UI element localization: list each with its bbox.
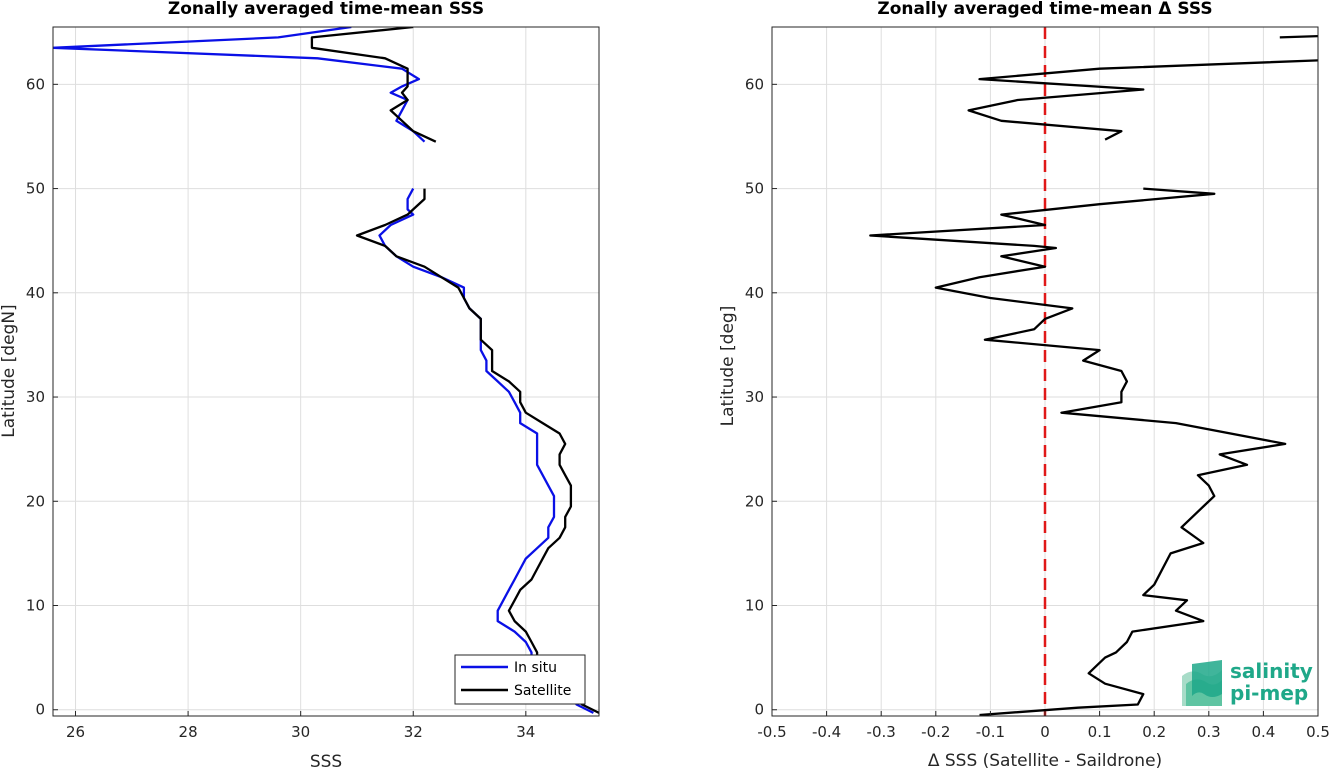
series-line-0-segment-1 — [378, 188, 594, 714]
y-tick-label: 30 — [745, 388, 764, 406]
x-tick-label: 34 — [516, 723, 535, 741]
y-tick-label: 50 — [26, 180, 45, 198]
y-tick-label: 10 — [745, 597, 764, 615]
legend-label-satellite: Satellite — [514, 683, 571, 699]
y-tick-label: 60 — [26, 75, 45, 93]
x-tick-label: 28 — [179, 723, 198, 741]
series-line-0-segment-0 — [1279, 34, 1318, 39]
y-tick-label: 10 — [26, 597, 45, 615]
y-tick-label: 30 — [26, 388, 45, 406]
legend-box — [454, 654, 586, 705]
series-line-1-segment-0 — [310, 27, 437, 143]
y-tick-label: 50 — [745, 180, 764, 198]
series-line-1-segment-1 — [355, 188, 599, 714]
logo-text-line2: pi-mep — [1230, 681, 1308, 705]
x-tick-label: -0.1 — [976, 723, 1005, 741]
x-axis-label-sss: SSS — [310, 752, 342, 769]
y-tick-label: 60 — [745, 75, 764, 93]
y-tick-label: 0 — [754, 701, 764, 719]
series-line-0-segment-2 — [869, 187, 1287, 716]
y-tick-label: 40 — [745, 284, 764, 302]
lines-sss — [53, 27, 599, 714]
chart-title-delta-sss: Zonally averaged time-mean Δ SSS — [877, 0, 1212, 19]
axes-frame-sss — [52, 26, 600, 717]
y-axis-label-delta-sss: Latitude [deg] — [718, 306, 738, 427]
x-tick-label: 0.1 — [1088, 723, 1112, 741]
salinity-pi-mep-logo: salinity pi-mep — [1182, 659, 1313, 706]
y-tick-label: 0 — [35, 701, 45, 719]
series-line-0-segment-1 — [967, 59, 1318, 141]
x-tick-label: 30 — [291, 723, 310, 741]
panel-sss: Zonally averaged time-mean SSS 26 28 30 32 3… — [0, 0, 600, 769]
chart-title-sss: Zonally averaged time-mean SSS — [168, 0, 484, 19]
y-tick-label: 20 — [745, 492, 764, 510]
x-tick-label: 26 — [66, 723, 85, 741]
ticks-sss: 26 28 30 32 34 0 10 20 30 40 50 60 — [26, 75, 535, 741]
grid-sss — [53, 27, 599, 716]
wave-icon — [1182, 660, 1222, 706]
ticks-delta-sss: -0.5 -0.4 -0.3 -0.2 -0.1 0 0.1 0.2 0.3 0.4 0.5 0 10 2… — [745, 75, 1330, 741]
lines-delta-sss — [869, 34, 1318, 716]
x-tick-label: 0.5 — [1306, 723, 1330, 741]
x-tick-label: 0.3 — [1197, 723, 1221, 741]
legend: In situ Satellite — [454, 654, 586, 705]
x-tick-label: 0 — [1040, 723, 1050, 741]
y-axis-label-sss: Latitude [degN] — [0, 304, 19, 437]
y-tick-label: 40 — [26, 284, 45, 302]
x-axis-label-delta-sss: Δ SSS (Satellite - Saildrone) — [928, 751, 1162, 769]
x-tick-label: 0.4 — [1251, 723, 1275, 741]
logo-text-line1: salinity — [1230, 659, 1313, 683]
y-tick-label: 20 — [26, 492, 45, 510]
x-tick-label: 32 — [404, 723, 423, 741]
x-tick-label: -0.2 — [921, 723, 950, 741]
series-line-0-segment-0 — [53, 27, 426, 143]
x-tick-label: -0.5 — [757, 723, 786, 741]
panel-delta-sss: Zonally averaged time-mean Δ SSS -0.5 -0.… — [718, 0, 1330, 769]
x-tick-label: 0.2 — [1142, 723, 1166, 741]
legend-label-in-situ: In situ — [514, 660, 557, 676]
x-tick-label: -0.3 — [867, 723, 896, 741]
x-tick-label: -0.4 — [812, 723, 841, 741]
